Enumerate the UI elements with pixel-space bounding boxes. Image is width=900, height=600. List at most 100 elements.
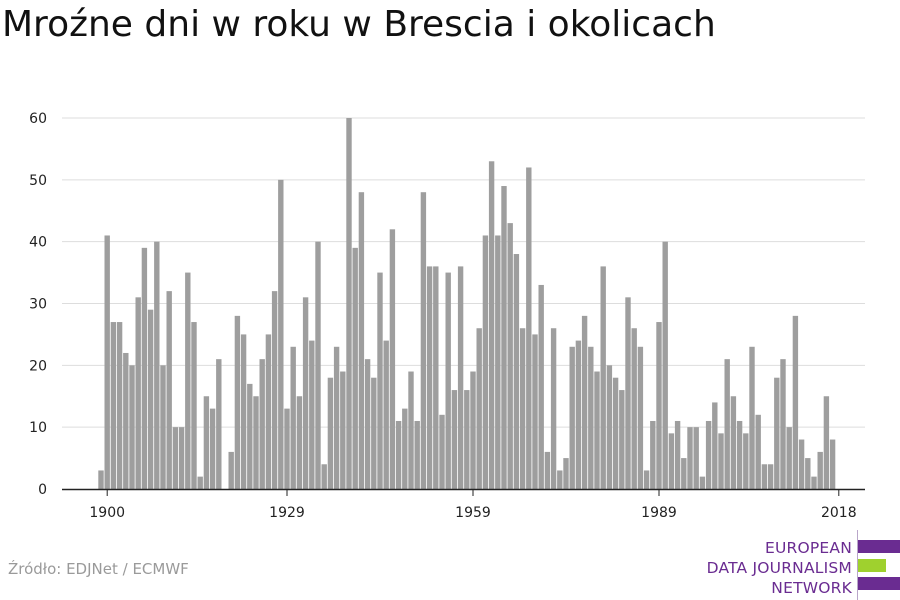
bar [228, 451, 234, 489]
y-tick-label: 10 [29, 420, 47, 436]
bar [364, 359, 371, 489]
bar [625, 297, 631, 489]
bar [823, 396, 830, 489]
bar [402, 408, 408, 489]
x-tick-label: 1900 [89, 505, 125, 521]
bar [98, 470, 104, 489]
y-tick-label: 60 [29, 111, 47, 127]
bar [123, 352, 129, 489]
bar [141, 247, 148, 489]
bar [755, 414, 761, 489]
bar [104, 235, 110, 489]
bar [433, 266, 439, 489]
x-tick-label: 1929 [269, 505, 305, 521]
bar [805, 458, 811, 489]
bar [166, 291, 172, 489]
bar [507, 223, 513, 489]
bar [718, 433, 724, 489]
bar [216, 359, 222, 489]
bar [501, 186, 507, 489]
bar [147, 309, 154, 489]
bar [668, 433, 675, 489]
bar [445, 272, 451, 489]
bars [98, 118, 836, 490]
bar [185, 272, 191, 489]
bar [296, 396, 303, 489]
bar [730, 396, 737, 489]
bar [259, 359, 265, 489]
bar [513, 254, 520, 489]
bar [284, 408, 290, 489]
bar [234, 315, 241, 489]
bar [798, 439, 805, 489]
bar [240, 334, 247, 489]
x-tick-label: 1989 [641, 505, 677, 521]
logo-bar-bottom [858, 577, 900, 590]
bar [271, 291, 278, 489]
bar [290, 346, 296, 489]
bar [203, 396, 210, 489]
bar [457, 266, 464, 489]
bar [749, 346, 755, 489]
bar [265, 334, 272, 489]
y-tick-label: 40 [29, 235, 47, 251]
bar [464, 390, 470, 489]
bar [687, 427, 693, 489]
bar [526, 167, 532, 489]
logo-line-1: EUROPEAN [764, 539, 852, 557]
bar [439, 414, 445, 489]
bar [600, 266, 606, 489]
y-tick-label: 50 [29, 173, 47, 189]
bar [451, 390, 458, 489]
bar [699, 476, 706, 489]
bar [389, 229, 396, 490]
bar [253, 396, 259, 489]
bar [327, 377, 334, 489]
bar [519, 328, 526, 489]
x-tick-labels: 1900 1929 1959 1989 2018 [89, 489, 857, 521]
bar [774, 377, 780, 489]
bar [110, 322, 117, 489]
grid-lines [62, 117, 865, 428]
bar [681, 458, 687, 489]
bar [395, 420, 402, 489]
bar [736, 420, 743, 489]
bar [650, 420, 656, 489]
bar [581, 315, 588, 489]
bar [743, 433, 749, 489]
bar [426, 266, 433, 489]
bar [563, 458, 569, 489]
bar [594, 371, 600, 489]
bar [309, 340, 315, 489]
bar [705, 420, 712, 489]
bar [488, 161, 495, 489]
logo-bar-middle [858, 559, 886, 572]
bar [767, 464, 774, 489]
bar [693, 427, 699, 489]
bar [724, 359, 730, 489]
bar [674, 420, 681, 489]
bar [129, 365, 135, 489]
bar [178, 427, 185, 489]
bar [420, 192, 427, 489]
bar [786, 427, 792, 489]
bar [588, 346, 594, 489]
y-tick-label: 20 [29, 358, 47, 374]
bar [792, 315, 799, 489]
bar [712, 402, 718, 489]
logo-divider [857, 530, 858, 600]
bar [371, 377, 377, 489]
bar [340, 371, 346, 489]
x-tick-label: 1959 [455, 505, 491, 521]
bar [135, 297, 141, 489]
bar [550, 328, 557, 489]
bar [643, 470, 650, 489]
chart-title: Mroźne dni w roku w Brescia i okolicach [2, 4, 716, 45]
bar [817, 451, 823, 489]
bar [197, 476, 203, 489]
bar [482, 235, 489, 489]
bar [829, 439, 836, 489]
bar [606, 365, 613, 489]
bar [532, 334, 538, 489]
